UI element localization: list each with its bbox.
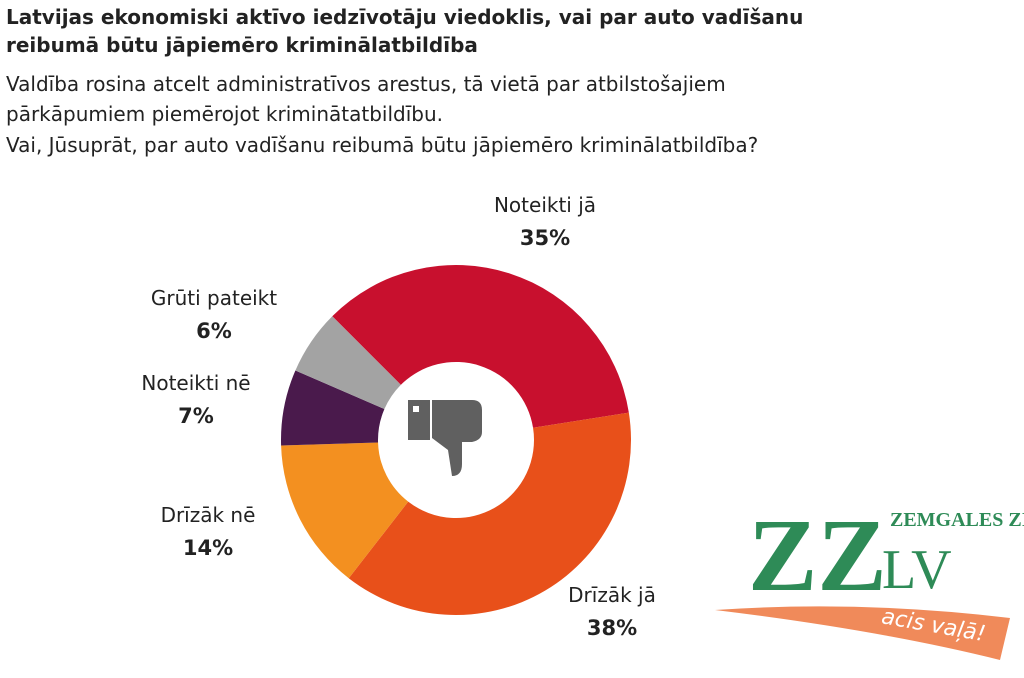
logo-domain: .LV [868,539,952,601]
category-label: Noteikti jā [494,193,596,217]
donut-segment [332,265,629,428]
donut-segment [281,442,409,579]
logo-name: ZEMGALES ZIŅAS [890,509,1024,532]
subtitle: Valdība rosina atcelt administratīvos ar… [6,72,758,157]
category-label: Drīzāk jā [568,583,656,607]
donut-segment [295,316,401,410]
donut-segment [281,370,385,446]
donut-segment [348,412,631,615]
category-label: Noteikti nē [141,371,250,395]
value-label: 7% [178,404,214,428]
subtitle-line: Vai, Jūsuprāt, par auto vadīšanu reibumā… [6,133,758,157]
category-label: Grūti pateikt [151,286,277,310]
value-label: 38% [587,616,637,640]
value-label: 35% [520,226,570,250]
logo: ZZ ZEMGALES ZIŅAS .LV acis vaļā! [715,498,1024,660]
title-line: Latvijas ekonomiski aktīvo iedzīvotāju v… [6,5,803,29]
thumbs-down-icon [408,400,482,476]
value-label: 14% [183,536,233,560]
title: Latvijas ekonomiski aktīvo iedzīvotāju v… [6,5,803,57]
category-label: Drīzāk nē [161,503,256,527]
subtitle-line: pārkāpumiem piemērojot kriminātatbildību… [6,102,443,126]
donut [281,265,631,615]
title-line: reibumā būtu jāpiemēro kriminālatbildība [6,33,478,57]
subtitle-line: Valdība rosina atcelt administratīvos ar… [6,72,726,96]
logo-mark: ZZ [748,498,887,613]
value-label: 6% [196,319,232,343]
